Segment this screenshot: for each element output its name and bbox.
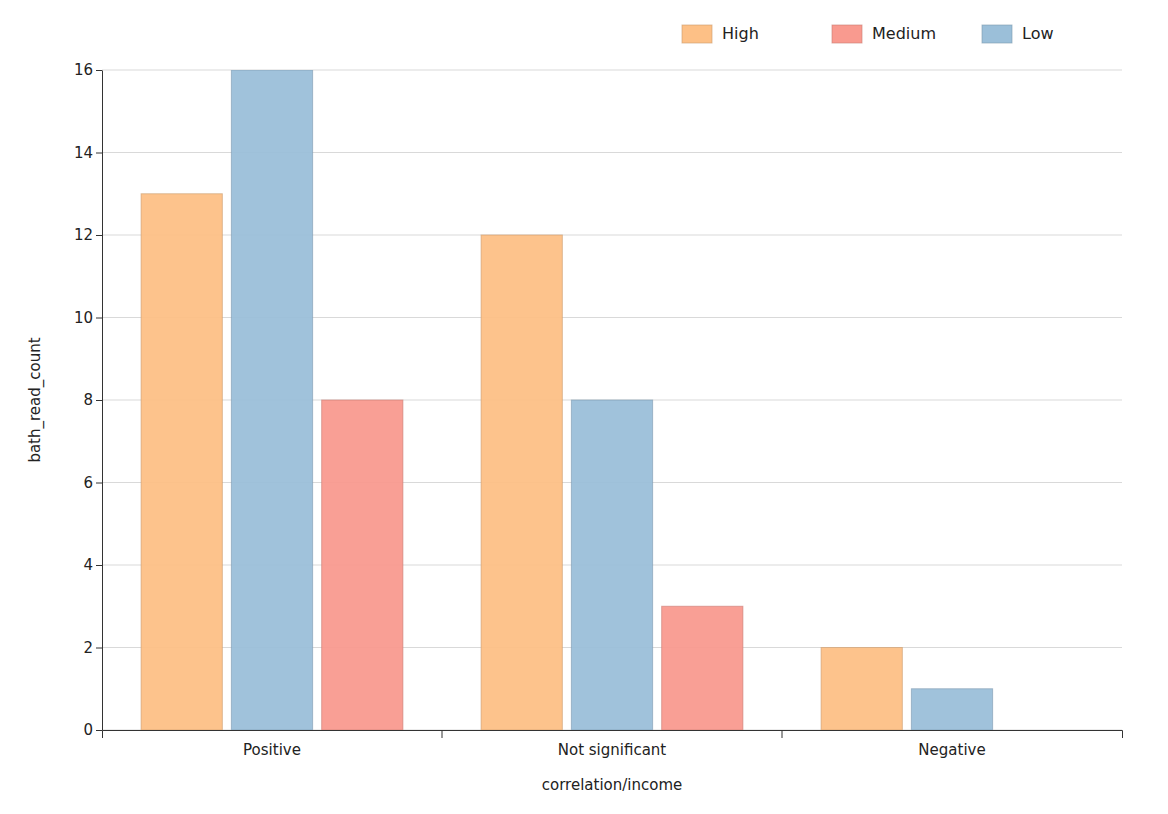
bar [821, 648, 902, 731]
legend-item: Low [982, 24, 1054, 43]
x-tick: Not significant [558, 730, 667, 759]
x-group-separator [442, 730, 443, 738]
y-tick-label: 4 [83, 556, 93, 574]
legend-swatch [682, 25, 712, 43]
legend-swatch [982, 25, 1012, 43]
y-tick-label: 12 [74, 226, 93, 244]
bar [911, 689, 992, 730]
y-tick: 12 [74, 226, 102, 244]
y-tick: 4 [83, 556, 102, 574]
plot: 0 2 4 6 8 10 12 14 16 Positive Not significant Nega… [74, 61, 1123, 758]
legend-item: High [682, 24, 759, 43]
x-tick: Positive [243, 730, 301, 759]
x-tick-label: Negative [918, 741, 985, 759]
bar [141, 194, 222, 730]
legend: High Medium Low [682, 24, 1054, 43]
x-tick: Negative [918, 730, 985, 759]
bars [141, 70, 993, 730]
bar [481, 235, 562, 730]
y-tick-mark [96, 400, 102, 401]
y-tick: 14 [74, 144, 102, 162]
y-tick-label: 8 [83, 391, 93, 409]
y-tick: 6 [83, 474, 102, 492]
y-tick-label: 16 [74, 61, 93, 79]
legend-swatch [832, 25, 862, 43]
y-tick: 8 [83, 391, 102, 409]
y-axis: 0 2 4 6 8 10 12 14 16 [74, 61, 103, 739]
y-tick-mark [96, 483, 102, 484]
x-tick-label: Positive [243, 741, 301, 759]
y-tick-mark [96, 730, 102, 731]
bar [571, 400, 652, 730]
legend-label: Low [1022, 24, 1054, 43]
x-group-separator [782, 730, 783, 738]
grid [102, 70, 1122, 730]
y-tick-mark [96, 70, 102, 71]
x-axis-line [103, 731, 1123, 739]
x-axis-title: correlation/income [542, 776, 682, 794]
y-tick: 16 [74, 61, 102, 79]
y-tick-mark [96, 235, 102, 236]
y-tick: 10 [74, 309, 102, 327]
y-tick-label: 2 [83, 639, 93, 657]
y-tick-label: 10 [74, 309, 93, 327]
x-tick-label: Not significant [558, 741, 667, 759]
y-tick-label: 14 [74, 144, 93, 162]
y-axis-title: bath_read_count [26, 337, 45, 462]
bar [662, 606, 743, 730]
y-tick: 2 [83, 639, 102, 657]
y-tick-mark [96, 153, 102, 154]
legend-item: Medium [832, 24, 936, 43]
legend-label: High [722, 24, 759, 43]
y-tick-mark [96, 648, 102, 649]
chart-svg: 0 2 4 6 8 10 12 14 16 Positive Not significant Nega… [0, 0, 1168, 814]
y-tick: 0 [83, 721, 102, 739]
y-tick-label: 6 [83, 474, 93, 492]
bar [322, 400, 403, 730]
x-axis: Positive Not significant Negative [103, 730, 1123, 759]
chart-container: 0 2 4 6 8 10 12 14 16 Positive Not significant Nega… [0, 0, 1168, 814]
legend-label: Medium [872, 24, 936, 43]
y-axis-line [102, 71, 103, 731]
y-tick-label: 0 [83, 721, 93, 739]
bar [231, 70, 312, 730]
y-tick-mark [96, 318, 102, 319]
y-tick-mark [96, 565, 102, 566]
